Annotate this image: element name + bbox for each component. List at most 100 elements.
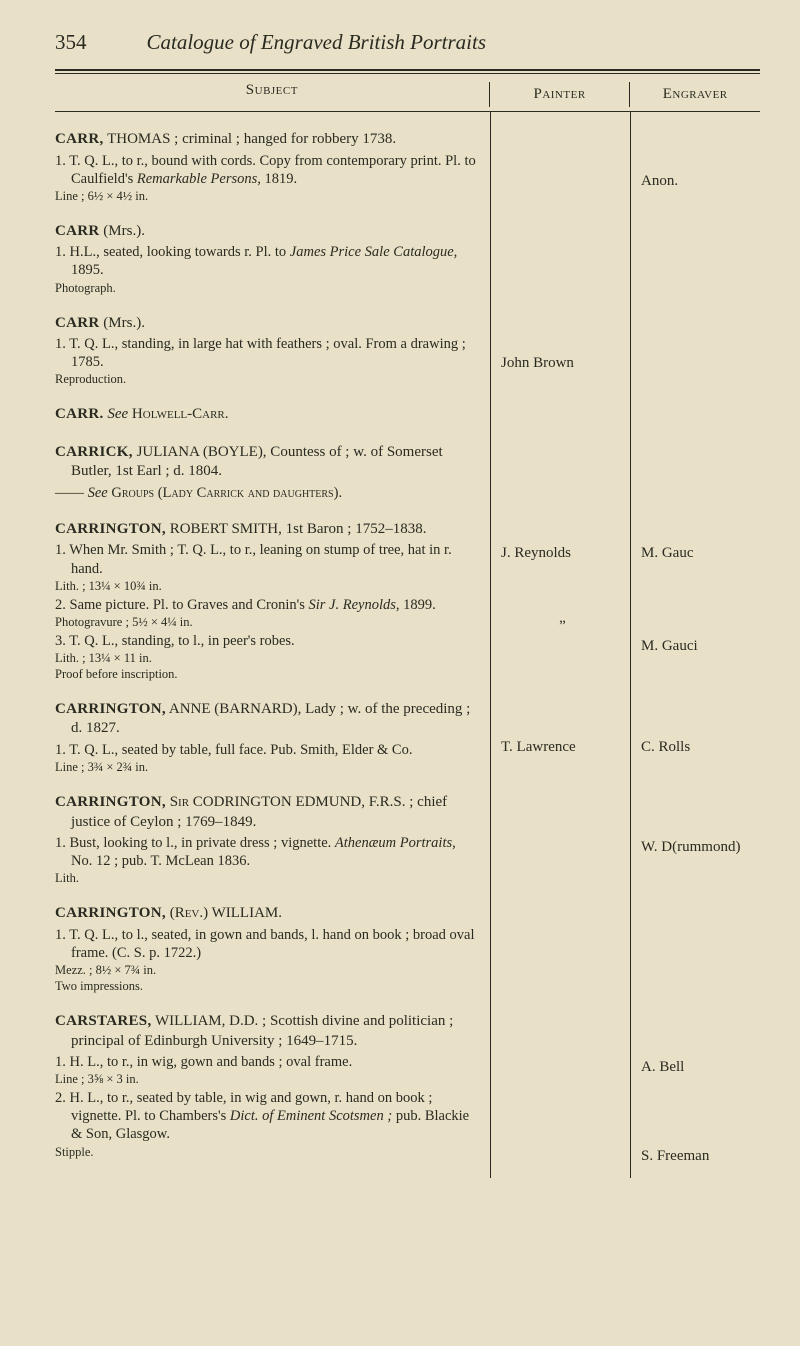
engraver-cell xyxy=(631,216,760,306)
running-title: Catalogue of Engraved British Portraits xyxy=(147,30,487,55)
entry-rest: (Mrs.). xyxy=(100,315,145,331)
entry-name: CARRINGTON, xyxy=(55,521,166,537)
engraver-value: A. Bell xyxy=(641,1058,754,1077)
entry-name: CARRINGTON, xyxy=(55,794,166,810)
entry-name: CARR xyxy=(55,315,100,331)
entry-item2-post: 1899. xyxy=(400,597,436,613)
col-head-subject: Subject xyxy=(55,82,489,107)
entry-note: Reproduction. xyxy=(55,372,480,387)
see-ital: See xyxy=(107,406,128,422)
engraver-value: S. Freeman xyxy=(641,1147,754,1166)
entry-note2: Photogravure ; 5½ × 4¼ in. xyxy=(55,615,480,630)
col-engraver: Anon. M. Gauc M. Gauci C. Rolls W. D(rum… xyxy=(630,112,760,1178)
col-head-engraver: Engraver xyxy=(629,82,760,107)
page: 354 Catalogue of Engraved British Portra… xyxy=(0,0,800,1346)
engraver-cell: A. Bell S. Freeman xyxy=(631,988,760,1178)
entry-note: Photograph. xyxy=(55,281,480,296)
rule-heavy-top xyxy=(55,69,760,71)
entry-carrington-rs: CARRINGTON, ROBERT SMITH, 1st Baron ; 17… xyxy=(55,520,480,682)
entry-note: Line ; 3¾ × 2¾ in. xyxy=(55,760,480,775)
painter-cell xyxy=(491,782,630,888)
entry-note1: Line ; 3⅝ × 3 in. xyxy=(55,1072,480,1087)
engraver-cell xyxy=(631,306,760,396)
entry-item1: 1. H. L., to r., in wig, gown and bands … xyxy=(55,1053,480,1071)
painter-cell xyxy=(491,424,630,492)
engraver-value: M. Gauci xyxy=(641,637,754,656)
painter-value: J. Reynolds xyxy=(501,544,624,563)
painter-cell xyxy=(491,988,630,1178)
entry-carrick: CARRICK, JULIANA (BOYLE), Countess of ; … xyxy=(55,443,480,502)
entry-name: CARR xyxy=(55,223,100,239)
entry-sc: Rev. xyxy=(175,905,203,921)
entry-rest: ROBERT SMITH, 1st Baron ; 1752–1838. xyxy=(166,521,427,537)
sp: ( xyxy=(166,905,175,921)
entry-item-tail: 1895. xyxy=(71,262,104,278)
entry-name: CARRINGTON, xyxy=(55,905,166,921)
engraver-cell: C. Rolls xyxy=(631,682,760,782)
col-subject: CARR, THOMAS ; criminal ; hanged for rob… xyxy=(55,112,490,1178)
page-number: 354 xyxy=(55,30,87,55)
entry-rest: ) WILLIAM. xyxy=(203,905,282,921)
engraver-cell: Anon. xyxy=(631,112,760,216)
engraver-cell: W. D(rummond) xyxy=(631,782,760,888)
entry-sc: Sir xyxy=(170,794,189,810)
entry-name: CARR, xyxy=(55,131,104,147)
entry-carr-mrs2: CARR (Mrs.). 1. T. Q. L., standing, in l… xyxy=(55,314,480,388)
entry-item-post: No. 12 ; pub. T. McLean 1836. xyxy=(71,853,250,869)
engraver-cell xyxy=(631,888,760,988)
painter-cell xyxy=(491,396,630,424)
entry-item2: 2. Same picture. Pl. to Graves and Croni… xyxy=(55,597,309,613)
entry-name: CARRINGTON, xyxy=(55,701,166,717)
entry-item-ital: Athenæum Portraits, xyxy=(335,835,456,851)
col-painter: John Brown J. Reynolds „ T. Lawrence xyxy=(490,112,630,1178)
entry-name: CARR. xyxy=(55,406,104,422)
see-target: Holwell-Carr. xyxy=(128,406,228,422)
entry-item1: 1. When Mr. Smith ; T. Q. L., to r., lea… xyxy=(55,541,480,577)
painter-ditto: „ xyxy=(501,609,624,628)
entry-item: 1. T. Q. L., standing, in large hat with… xyxy=(55,335,480,371)
entry-item-ital: James Price Sale Catalogue, xyxy=(290,244,458,260)
entry-carr-thomas: CARR, THOMAS ; criminal ; hanged for rob… xyxy=(55,130,480,204)
engraver-cell xyxy=(631,396,760,424)
entry-note-a: Mezz. ; 8½ × 7¾ in. xyxy=(55,963,480,978)
entry-carr-see: CARR. See Holwell-Carr. xyxy=(55,405,480,425)
rule-light-top xyxy=(55,73,760,74)
painter-cell: J. Reynolds „ xyxy=(491,492,630,682)
painter-cell xyxy=(491,216,630,306)
painter-cell xyxy=(491,888,630,988)
entry-rest: (Mrs.). xyxy=(100,223,145,239)
entry-carrington-rev: CARRINGTON, (Rev.) WILLIAM. 1. T. Q. L.,… xyxy=(55,904,480,994)
col-head-painter: Painter xyxy=(489,82,630,107)
painter-cell xyxy=(491,112,630,216)
entry-item2-ital: Dict. of Eminent Scotsmen ; xyxy=(230,1108,392,1124)
entry-carrington-anne: CARRINGTON, ANNE (BARNARD), Lady ; w. of… xyxy=(55,700,480,775)
entry-note3b: Proof before inscription. xyxy=(55,667,480,682)
see-ital: See xyxy=(88,485,108,501)
entry-item: 1. T. Q. L., seated by table, full face.… xyxy=(55,741,480,759)
entry-note2: Stipple. xyxy=(55,1145,480,1160)
table-body: CARR, THOMAS ; criminal ; hanged for rob… xyxy=(55,111,760,1178)
entry-note-b: Two impressions. xyxy=(55,979,480,994)
see-post: Groups (Lady Carrick and daughters). xyxy=(108,485,342,501)
column-headers: Subject Painter Engraver xyxy=(55,82,760,107)
entry-carr-mrs1: CARR (Mrs.). 1. H.L., seated, looking to… xyxy=(55,222,480,296)
see-pre: —— xyxy=(55,485,88,501)
entry-carrington-cod: CARRINGTON, Sir CODRINGTON EDMUND, F.R.S… xyxy=(55,793,480,886)
entry-carstares: CARSTARES, WILLIAM, D.D. ; Scottish divi… xyxy=(55,1012,480,1160)
entry-name: CARSTARES, xyxy=(55,1013,152,1029)
page-header: 354 Catalogue of Engraved British Portra… xyxy=(55,30,760,55)
entry-note3a: Lith. ; 13¼ × 11 in. xyxy=(55,651,480,666)
entry-item-ital: Remarkable Persons, xyxy=(137,171,261,187)
entry-note: Lith. xyxy=(55,871,480,886)
entry-rest: THOMAS ; criminal ; hanged for robbery 1… xyxy=(104,131,397,147)
engraver-cell xyxy=(631,424,760,492)
entry-item2-ital: Sir J. Reynolds, xyxy=(309,597,400,613)
painter-cell: T. Lawrence xyxy=(491,682,630,782)
painter-cell: John Brown xyxy=(491,306,630,396)
engraver-value: M. Gauc xyxy=(641,544,754,563)
entry-name: CARRICK, xyxy=(55,444,133,460)
entry-item: 1. T. Q. L., to l., seated, in gown and … xyxy=(55,926,480,962)
entry-item3: 3. T. Q. L., standing, to l., in peer's … xyxy=(55,632,480,650)
entry-item: 1. Bust, looking to l., in private dress… xyxy=(55,835,335,851)
entry-note: Line ; 6½ × 4½ in. xyxy=(55,189,480,204)
